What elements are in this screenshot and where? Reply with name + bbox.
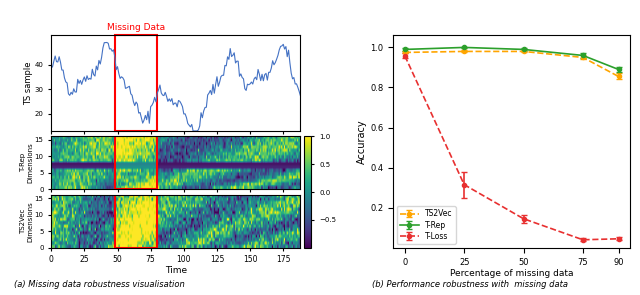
Y-axis label: T-Rep
Dimensions: T-Rep Dimensions bbox=[20, 142, 33, 183]
Y-axis label: TS2Vec
Dimensions: TS2Vec Dimensions bbox=[20, 201, 33, 242]
Legend: TS2Vec, T-Rep, T-Loss: TS2Vec, T-Rep, T-Loss bbox=[397, 206, 456, 244]
X-axis label: Percentage of missing data: Percentage of missing data bbox=[450, 269, 573, 278]
X-axis label: Time: Time bbox=[164, 266, 187, 275]
Bar bbox=[115, 195, 157, 248]
Text: (b) Performance robustness with  missing data: (b) Performance robustness with missing … bbox=[372, 280, 568, 289]
Text: Missing Data: Missing Data bbox=[107, 23, 165, 32]
Bar bbox=[115, 136, 157, 189]
Y-axis label: TS sample: TS sample bbox=[24, 61, 33, 105]
Text: (a) Missing data robustness visualisation: (a) Missing data robustness visualisatio… bbox=[14, 280, 184, 289]
Bar bbox=[115, 35, 157, 131]
Y-axis label: Accuracy: Accuracy bbox=[357, 119, 367, 164]
